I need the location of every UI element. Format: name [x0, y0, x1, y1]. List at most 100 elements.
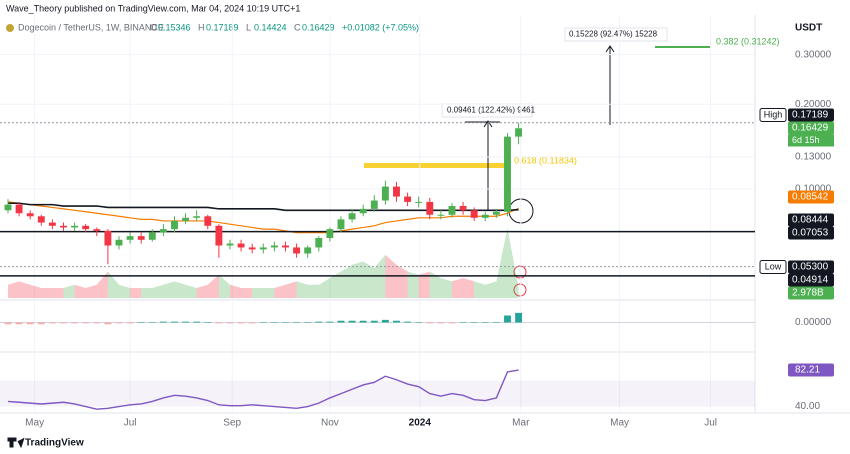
- macd-bar: [71, 322, 79, 324]
- volume-area: [85, 284, 97, 298]
- macd-bar: [348, 320, 356, 323]
- volume-area: [429, 271, 441, 298]
- y-tick-label: 0.10000: [795, 184, 832, 195]
- candle-body: [171, 220, 178, 230]
- candle-body: [148, 232, 156, 240]
- price-tag: Low: [765, 261, 782, 271]
- candle-body: [60, 225, 67, 228]
- volume-area: [52, 288, 64, 298]
- candle-body: [37, 216, 45, 223]
- volume-area: [307, 284, 319, 298]
- y-tick-label: 0.13000: [795, 152, 832, 163]
- volume-area: [274, 284, 286, 298]
- macd-bar: [492, 322, 500, 323]
- volume-area: [7, 281, 20, 298]
- candle-body: [159, 229, 167, 233]
- macd-bar: [15, 322, 23, 325]
- candle-body: [415, 201, 423, 203]
- logo: [7, 437, 25, 449]
- price-label: 0.04914: [792, 275, 829, 286]
- macd-bar: [37, 322, 45, 325]
- arrow-head: [483, 120, 493, 128]
- macd-bar: [437, 322, 445, 324]
- candle-body: [237, 243, 245, 248]
- macd-bar: [226, 322, 234, 324]
- rsi-label-box: [788, 363, 834, 377]
- macd-bar: [93, 322, 101, 324]
- macd-bar: [448, 322, 456, 324]
- ohlc-value: 0.15346: [158, 22, 191, 32]
- macd-bar: [393, 320, 400, 323]
- macd-bar: [426, 322, 434, 324]
- y-tick-label: 0.20000: [795, 99, 832, 110]
- macd-bar: [137, 322, 145, 323]
- price-label: 0.08542: [792, 192, 829, 203]
- price-label: 0.16429: [792, 123, 829, 134]
- price-label-box: [788, 108, 834, 122]
- volume-area: [318, 278, 330, 298]
- ohlc-key: L: [246, 22, 251, 32]
- candle-body: [304, 247, 312, 254]
- change: +0.01082 (+7.05%): [342, 22, 419, 32]
- macd-bar: [237, 322, 245, 324]
- macd-bar: [370, 320, 378, 323]
- macd-bar: [359, 320, 367, 323]
- price-label-box: [788, 190, 834, 204]
- volume-area: [463, 278, 475, 298]
- coin-icon: [6, 24, 14, 32]
- macd-bar: [248, 322, 256, 324]
- volume-area: [241, 288, 253, 298]
- x-tick-label: Jul: [704, 418, 717, 429]
- y-tick-label: 40.00: [795, 401, 820, 412]
- volume-area: [107, 271, 119, 298]
- annotation: 0.15228 (92.47%) 15228: [569, 30, 658, 39]
- volume-area: [507, 228, 519, 298]
- volume-area: [218, 274, 230, 298]
- macd-bar: [459, 322, 467, 323]
- candle-body: [259, 247, 267, 250]
- macd-bar: [381, 319, 389, 323]
- candle-body: [504, 136, 511, 212]
- candle-body: [437, 214, 445, 216]
- price-label: 0.05300: [792, 262, 829, 273]
- macd-bar: [315, 321, 323, 323]
- candle-body: [492, 211, 500, 215]
- macd-bar: [515, 312, 523, 323]
- x-tick-label: Jul: [124, 418, 137, 429]
- candle-body: [15, 204, 23, 214]
- volume-area: [296, 281, 308, 298]
- candle-body: [137, 236, 145, 240]
- arrow-head: [605, 45, 615, 53]
- price-label-box: [788, 213, 834, 227]
- ohlc-value: 0.17189: [206, 22, 239, 32]
- candle-body: [82, 225, 90, 230]
- candle-body: [293, 247, 301, 254]
- price-label: 0.07053: [792, 228, 829, 239]
- macd-bar: [204, 322, 212, 323]
- candle-body: [326, 229, 334, 238]
- x-tick-label: May: [610, 418, 629, 429]
- macd-bar: [293, 322, 301, 323]
- price-label-box: [788, 273, 834, 287]
- price-label: 0.08444: [792, 215, 829, 226]
- candle-body: [359, 208, 367, 214]
- currency: USDT: [795, 23, 822, 34]
- rsi-line: [7, 369, 519, 410]
- candle-body: [193, 216, 201, 218]
- price-tag-box: [759, 108, 787, 122]
- x-tick-label: May: [25, 418, 44, 429]
- candle-body: [182, 217, 190, 221]
- candle-body: [71, 225, 79, 228]
- price-label-box: [788, 121, 834, 135]
- macd-bar: [282, 322, 289, 323]
- volume-area: [363, 261, 375, 298]
- candle-body: [93, 229, 101, 231]
- macd-bar: [182, 321, 190, 323]
- ohlc-key: C: [294, 22, 301, 32]
- price-label: 0.17189: [792, 110, 829, 121]
- candle-body: [426, 201, 434, 215]
- price-label-box: [788, 260, 834, 274]
- candle-body: [404, 196, 412, 202]
- volume-area: [352, 261, 364, 298]
- volume-area: [163, 281, 175, 298]
